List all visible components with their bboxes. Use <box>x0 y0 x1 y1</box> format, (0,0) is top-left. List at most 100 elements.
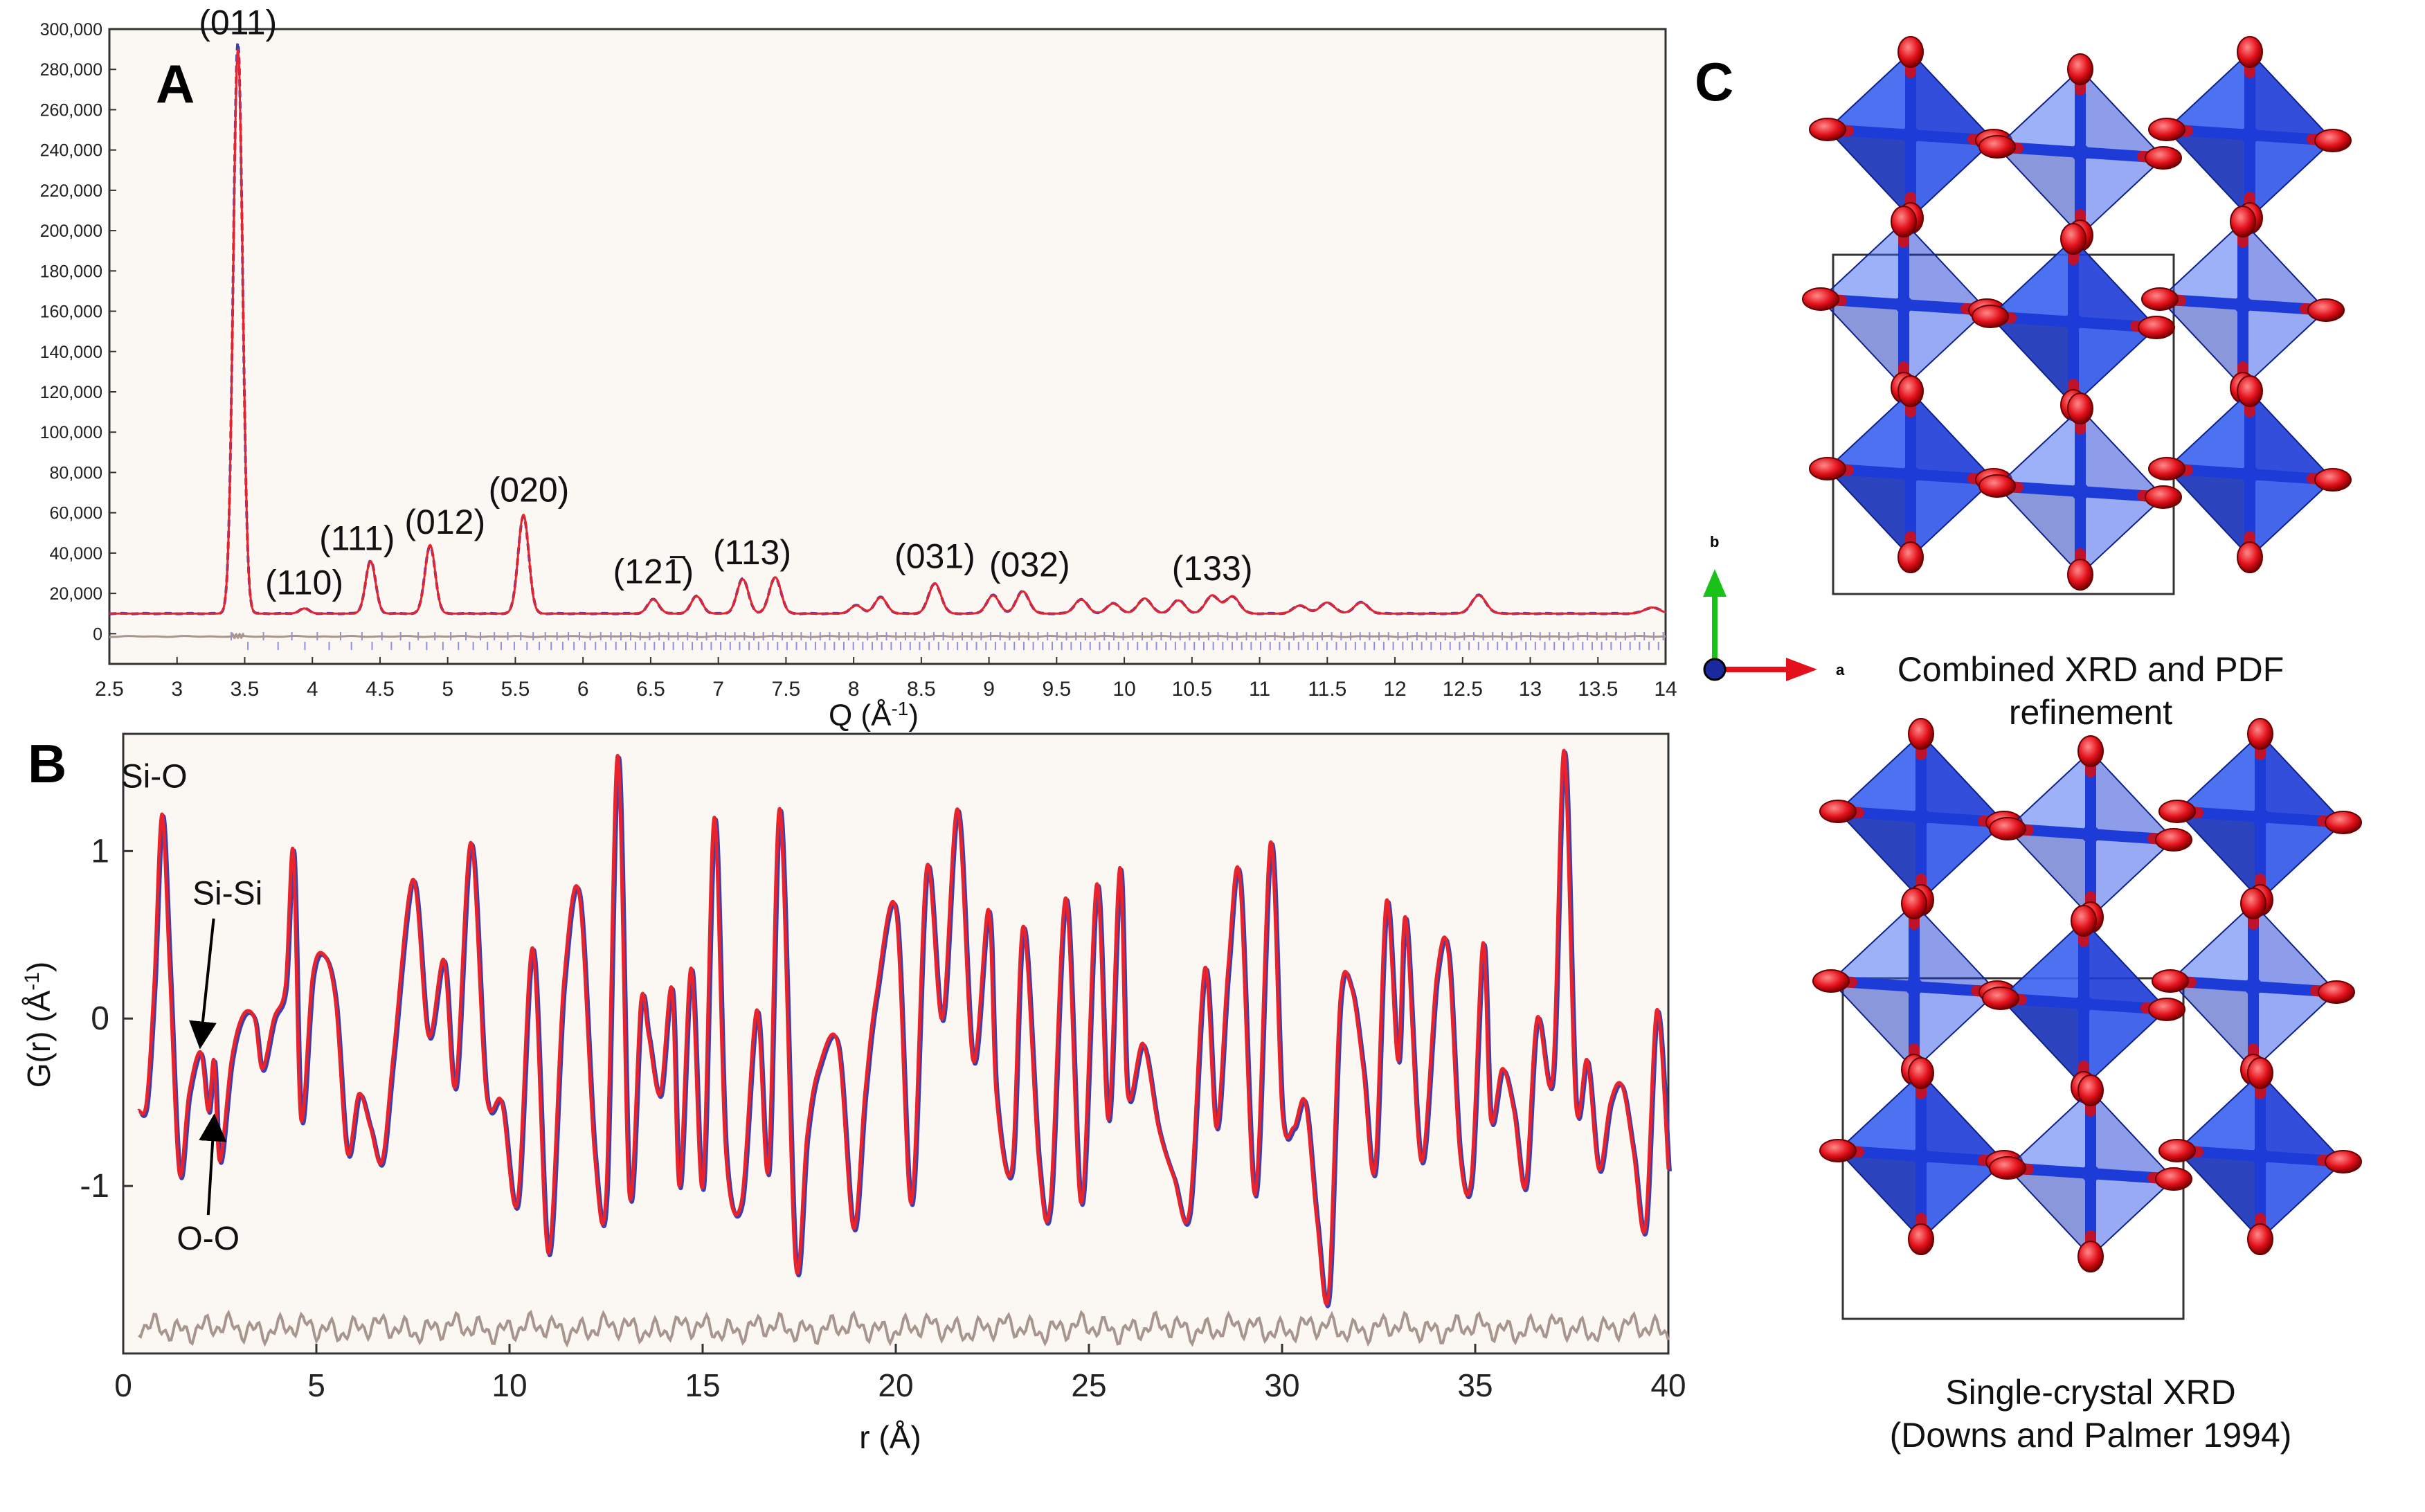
oxygen-atom <box>1989 1156 2026 1180</box>
tetrahedron-face <box>2090 1088 2176 1180</box>
axis-triad: b a <box>1703 533 1845 681</box>
peak-label: (031) <box>894 537 975 576</box>
x-tick-label: 3.5 <box>231 678 260 701</box>
si-atom <box>2082 825 2100 843</box>
oxygen-atom <box>2155 1167 2192 1191</box>
tetrahedron-face <box>1825 128 1911 220</box>
oxygen-atom <box>2325 811 2362 834</box>
oxygen-atom <box>2152 969 2189 993</box>
x-tick-label: 11.5 <box>1308 678 1346 701</box>
y-tick-label: 260,000 <box>40 100 102 120</box>
difference-gr-line <box>138 1309 1670 1348</box>
x-tick-label: 13 <box>1519 678 1542 701</box>
tetrahedron-face <box>2249 389 2335 481</box>
peak-label: (111) <box>319 519 395 558</box>
y-tick-label: 40,000 <box>50 544 102 564</box>
si-atom <box>2244 978 2262 996</box>
x-tick-label: 4 <box>307 678 318 701</box>
oxygen-atom <box>1897 541 1924 573</box>
peak-label: (020) <box>489 471 570 510</box>
tetrahedron-face <box>1825 467 1911 559</box>
y-tick-label: 280,000 <box>40 60 102 80</box>
si-atom <box>2251 808 2269 826</box>
tetrahedron-face <box>1903 219 1989 312</box>
oxygen-atom <box>1908 1223 1934 1255</box>
x-tick-label: 13.5 <box>1578 678 1618 701</box>
tetrahedron-face <box>2175 810 2261 902</box>
si-atom <box>2071 143 2089 161</box>
y-tick-label: 80,000 <box>50 463 102 483</box>
peak-label: (133) <box>1172 549 1253 588</box>
oxygen-atom <box>1819 1139 1857 1162</box>
oxygen-atom <box>2067 559 2093 591</box>
tetrahedron-face <box>2090 749 2176 841</box>
peak-label: (121) <box>613 552 694 591</box>
a-axis-label: a <box>1836 661 1845 678</box>
oxygen-atom <box>1908 718 1934 750</box>
y-axis-label: G(r) (Å-1) <box>21 962 57 1088</box>
oxygen-atom <box>2247 1223 2273 1255</box>
tetrahedron-face <box>2260 732 2345 824</box>
x-tick-label: 10.5 <box>1172 678 1212 701</box>
x-tick-label: 8 <box>848 678 860 701</box>
plot-area-a <box>108 28 1667 665</box>
oxygen-atom <box>1897 36 1924 68</box>
tetrahedron-face <box>1988 315 2074 407</box>
y-tick-label: 0 <box>91 1000 109 1037</box>
oxygen-atom <box>2067 53 2093 85</box>
x-tick-label: 10 <box>492 1367 527 1403</box>
y-tick-label: 180,000 <box>40 262 102 281</box>
oxygen-atom <box>1819 800 1857 823</box>
oxygen-atom <box>2158 800 2196 823</box>
tetrahedron-face <box>1910 389 1996 481</box>
oxygen-atom <box>1812 969 1850 993</box>
oxygen-atom <box>2145 485 2182 509</box>
tetrahedron-face <box>2165 467 2251 559</box>
y-tick-label: -1 <box>80 1168 109 1205</box>
oxygen-atom <box>1891 206 1917 237</box>
oxygen-atom <box>2318 980 2355 1004</box>
oxygen-atom <box>1802 287 1839 311</box>
x-tick-label: 25 <box>1071 1367 1106 1403</box>
tetrahedron-face <box>1836 1149 1922 1241</box>
oxygen-atom <box>2247 718 2273 750</box>
caption-refined-line1: Combined XRD and PDF <box>1897 650 2284 689</box>
oxygen-atom <box>2077 735 2104 767</box>
oxygen-atom <box>2237 541 2263 573</box>
c-axis-origin <box>1703 658 1727 681</box>
y-tick-label: 1 <box>91 833 109 870</box>
tetrahedron-face <box>2165 128 2251 220</box>
y-tick-label: 120,000 <box>40 383 102 402</box>
tetrahedron-face <box>2242 219 2328 312</box>
annotation-label: Si-O <box>121 758 188 795</box>
x-tick-label: 20 <box>878 1367 913 1403</box>
oxygen-atom <box>1908 1057 1934 1089</box>
tetrahedron-face <box>1995 485 2081 577</box>
annotation-arrow <box>189 918 217 1050</box>
peak-label: (011) <box>199 3 277 42</box>
si-atom <box>2234 296 2252 314</box>
y-tick-label: 200,000 <box>40 222 102 241</box>
panel-b-pdf-chart: -1 0 1 0 5 10 15 20 25 30 35 40 Si-O Si-Si O-O r (Å)… <box>21 732 1686 1455</box>
y-tick-label: 0 <box>93 624 102 644</box>
y-tick-label: 20,000 <box>50 584 102 604</box>
y-tick-label: 220,000 <box>40 181 102 201</box>
tetrahedron-face <box>2080 406 2165 498</box>
x-tick-label: 12.5 <box>1443 678 1483 701</box>
oxygen-atom <box>1901 888 1927 919</box>
caption-sc-line1: Single-crystal XRD <box>1945 1373 2236 1412</box>
caption-refined-line2: refinement <box>2008 693 2173 732</box>
tetrahedron-face <box>1836 810 1922 902</box>
tetrahedron-face <box>2083 919 2169 1011</box>
oxygen-atom <box>2307 298 2345 322</box>
x-tick-label: 11 <box>1249 678 1270 701</box>
x-tick-label: 9.5 <box>1042 678 1071 701</box>
oxygen-atom <box>2314 468 2352 492</box>
si-atom <box>2082 1164 2100 1182</box>
oxygen-atom <box>1982 987 2019 1010</box>
panel-c-structures: C b a <box>1695 36 2362 1320</box>
x-tick-label: 7.5 <box>772 678 801 701</box>
x-tick-label: 15 <box>685 1367 720 1403</box>
caption-single-crystal: Single-crystal XRD (Downs and Palmer 199… <box>1828 1371 2354 1457</box>
